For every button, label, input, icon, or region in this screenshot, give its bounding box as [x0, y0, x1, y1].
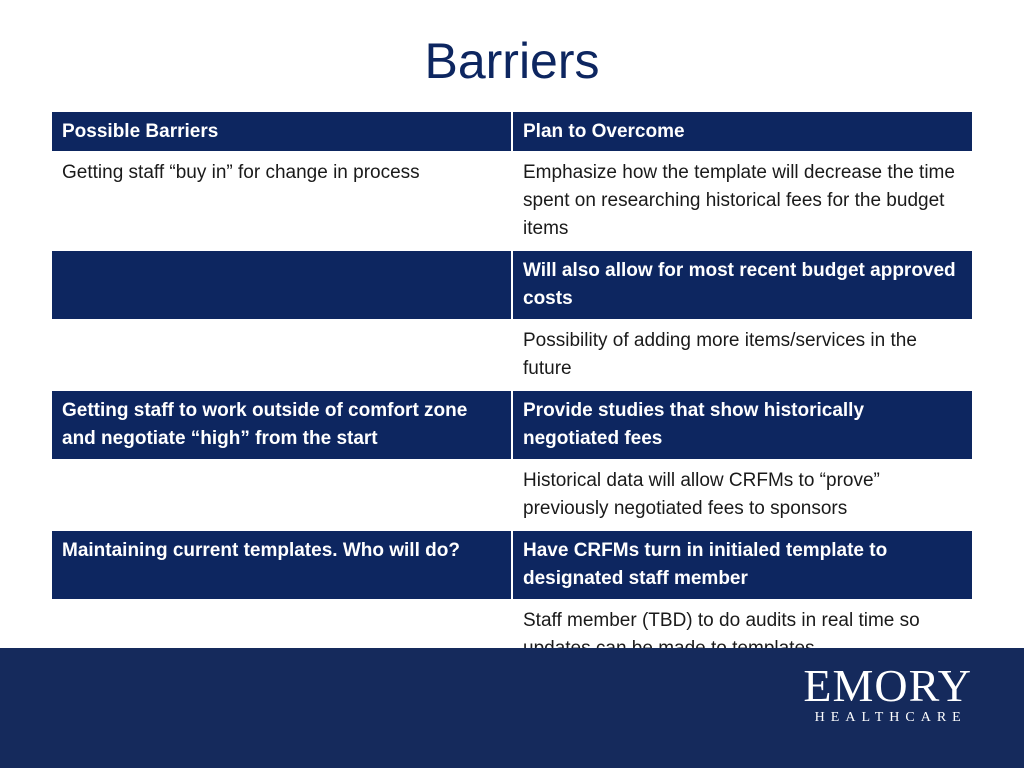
footer-band: EMORY HEALTHCARE	[0, 648, 1024, 768]
plan-cell: Have CRFMs turn in initialed template to…	[511, 530, 972, 600]
barrier-cell	[52, 250, 512, 320]
plan-cell: Historical data will allow CRFMs to “pro…	[511, 460, 972, 530]
plan-cell: Provide studies that show historically n…	[511, 390, 972, 460]
slide-title: Barriers	[424, 33, 600, 89]
table-header-row: Possible Barriers Plan to Overcome	[52, 111, 972, 152]
barrier-cell: Maintaining current templates. Who will …	[52, 530, 512, 600]
logo-wordmark: EMORY	[803, 660, 972, 711]
barrier-cell	[52, 460, 512, 530]
table-row: Getting staff “buy in” for change in pro…	[52, 152, 972, 250]
table-row: Possibility of adding more items/service…	[52, 320, 972, 390]
plan-cell: Possibility of adding more items/service…	[511, 320, 972, 390]
logo-subtitle: HEALTHCARE	[814, 710, 967, 725]
table-row: Getting staff to work outside of comfort…	[52, 390, 972, 460]
emory-healthcare-logo: EMORY HEALTHCARE	[803, 662, 972, 726]
table-row: Will also allow for most recent budget a…	[52, 250, 972, 320]
column-header-plan: Plan to Overcome	[511, 111, 972, 152]
plan-cell: Will also allow for most recent budget a…	[511, 250, 972, 320]
table-row: Maintaining current templates. Who will …	[52, 530, 972, 600]
barrier-cell: Getting staff “buy in” for change in pro…	[52, 152, 512, 250]
barriers-table: Possible Barriers Plan to Overcome Getti…	[52, 110, 972, 669]
table-row: Historical data will allow CRFMs to “pro…	[52, 460, 972, 530]
barrier-cell: Getting staff to work outside of comfort…	[52, 390, 512, 460]
plan-cell: Emphasize how the template will decrease…	[511, 152, 972, 250]
column-header-barriers: Possible Barriers	[52, 111, 512, 152]
barrier-cell	[52, 320, 512, 390]
